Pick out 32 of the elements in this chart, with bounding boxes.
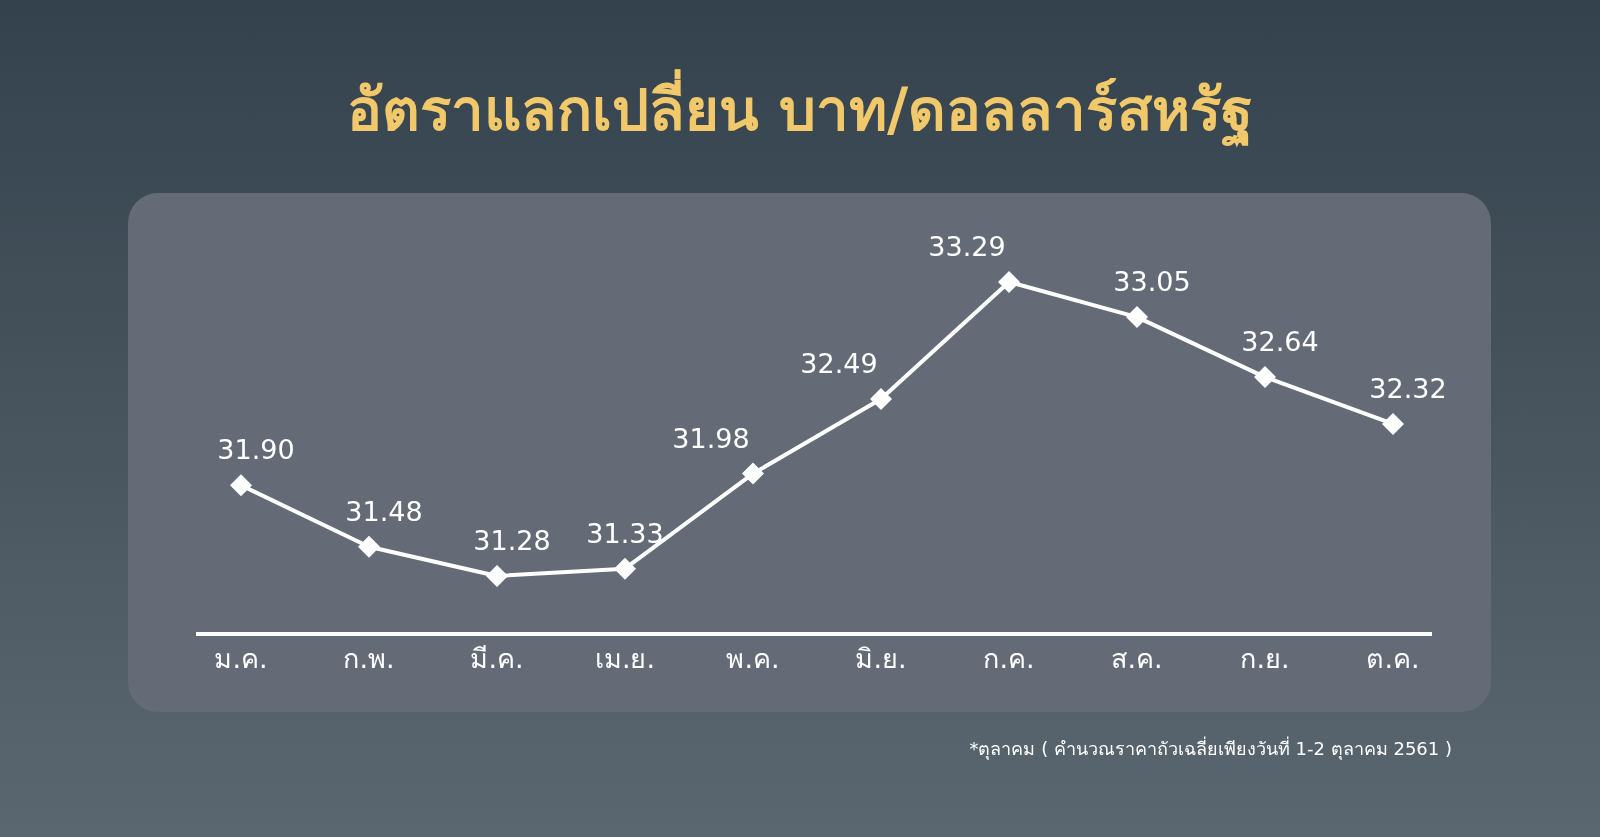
data-label: 31.98 [672, 422, 750, 454]
data-label: 31.48 [345, 495, 423, 527]
point [742, 462, 764, 485]
x-tick-label: มิ.ย. [855, 643, 907, 674]
data-label: 32.64 [1241, 326, 1319, 358]
data-label: 31.33 [586, 517, 664, 549]
point [1254, 366, 1276, 389]
point [998, 271, 1020, 293]
point [1382, 412, 1404, 435]
point [870, 388, 892, 411]
data-label: 31.90 [217, 434, 295, 466]
point [614, 557, 636, 580]
point [1126, 306, 1148, 329]
x-tick-label: ก.พ. [343, 643, 395, 674]
point [358, 535, 380, 558]
x-tick-label: ต.ค. [1366, 643, 1420, 674]
data-label: 32.32 [1369, 372, 1447, 404]
x-tick-label: มี.ค. [470, 643, 524, 674]
x-tick-label: ส.ค. [1111, 643, 1163, 674]
text: *ตุลาคม ( คำนวณราคาถัวเฉลี่ยเพียงวันที่ 1-2 ตุลาคม 2561 ) [969, 736, 1452, 760]
point [486, 565, 508, 587]
x-tick-label: ก.ย. [1240, 643, 1290, 674]
x-tick-label: พ.ค. [726, 643, 780, 674]
x-tick-label: เม.ย. [594, 643, 656, 674]
chart-title: อัตราแลกเปลี่ยน บาท/ดอลลาร์สหรัฐ [346, 69, 1254, 148]
data-label: 32.49 [800, 348, 878, 380]
data-label: 31.28 [473, 525, 551, 556]
x-tick-label: ก.ค. [983, 643, 1035, 674]
data-label: 33.05 [1113, 266, 1191, 298]
data-label: 33.29 [928, 231, 1006, 262]
point [230, 474, 252, 497]
x-tick-label: ม.ค. [214, 643, 268, 674]
